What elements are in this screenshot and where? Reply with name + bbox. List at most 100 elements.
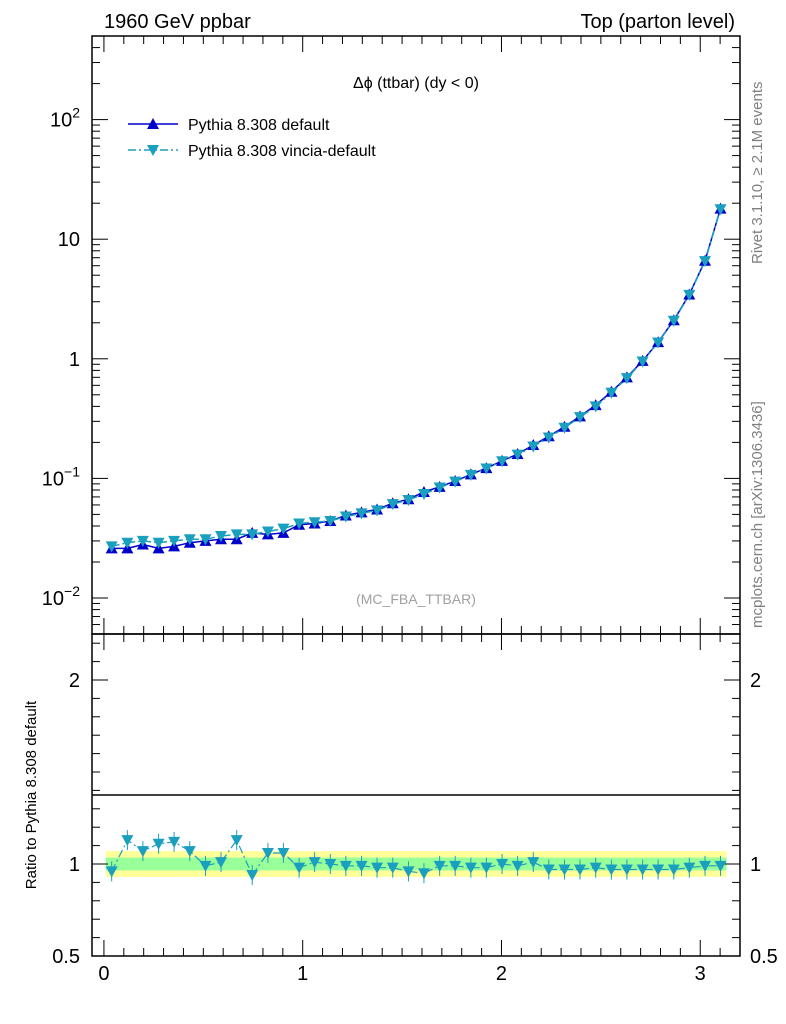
ratio-ytick-label-left: 1 [69, 854, 80, 876]
ratio-point [652, 864, 665, 876]
ratio-point [246, 870, 259, 882]
main-point-1 [277, 523, 290, 535]
main-title: Δϕ (ttbar) (dy < 0) [353, 75, 479, 92]
ratio-frame [91, 633, 741, 957]
ratio-point [261, 847, 274, 859]
ratio-point [433, 860, 446, 872]
legend-label-default: Pythia 8.308 default [188, 117, 330, 134]
main-point-1 [589, 401, 602, 413]
header-left: 1960 GeV ppbar [104, 11, 251, 33]
main-ytick-label: 10 [58, 229, 80, 251]
ratio-point [183, 846, 196, 858]
main-point-1 [230, 529, 243, 541]
main-point-1 [261, 526, 274, 538]
ratio-point [277, 847, 290, 859]
main-series-line-1 [111, 208, 722, 548]
main-point-1 [667, 315, 680, 327]
main-ytick-label: 10−1 [42, 463, 80, 490]
main-ytick-label: 1 [69, 349, 80, 371]
ratio-xtick-label: 3 [695, 963, 706, 985]
main-point-1 [402, 494, 415, 506]
legend-label-vincia: Pythia 8.308 vincia-default [188, 143, 376, 160]
main-point-1 [183, 534, 196, 546]
ratio-ylabel: Ratio to Pythia 8.308 default [23, 700, 40, 889]
ratio-point [199, 860, 212, 872]
main-point-1 [199, 534, 212, 546]
ratio-point [417, 868, 430, 880]
main-point-1 [152, 537, 165, 549]
ratio-point [121, 835, 134, 847]
main-point-1 [511, 449, 524, 461]
ratio-point [152, 838, 165, 850]
ratio-point [293, 862, 306, 874]
ratio-point [308, 857, 321, 869]
main-point-1 [464, 469, 477, 481]
ratio-point [527, 857, 540, 869]
ratio-point [496, 859, 509, 870]
analysis-tag: (MC_FBA_TTBAR) [356, 591, 476, 607]
main-point-1 [168, 535, 181, 547]
main-point-1 [308, 517, 321, 529]
main-point-1 [355, 508, 368, 520]
ratio-ytick-label-right: 1 [750, 854, 761, 876]
ratio-point [589, 862, 602, 874]
ratio-point [339, 860, 352, 872]
main-point-1 [573, 412, 586, 424]
ratio-series-line [111, 838, 721, 877]
ratio-ytick-label-right: 0.5 [750, 946, 778, 968]
ratio-xtick-label: 1 [297, 963, 308, 985]
main-point-1 [433, 482, 446, 494]
main-point-1 [417, 489, 430, 501]
ratio-point [168, 836, 181, 848]
main-point-1 [558, 422, 571, 434]
main-point-1 [339, 511, 352, 523]
main-point-1 [105, 541, 118, 553]
main-point-1 [371, 505, 384, 517]
main-point-1 [714, 204, 727, 216]
ratio-point [230, 835, 243, 847]
ratio-point [542, 864, 555, 876]
main-point-1 [652, 337, 665, 349]
ratio-point [636, 864, 649, 876]
ratio-ytick-label-right: 2 [750, 670, 761, 692]
ratio-point [667, 864, 680, 876]
main-point-1 [136, 535, 149, 547]
main-point-1 [636, 356, 649, 368]
header-right: Top (parton level) [580, 11, 735, 33]
main-point-1 [324, 516, 337, 528]
ratio-point [386, 862, 399, 874]
ratio-point [511, 860, 524, 872]
main-ytick-label: 102 [50, 105, 80, 132]
ratio-point [464, 862, 477, 874]
rivet-label: Rivet 3.1.10, ≥ 2.1M events [749, 82, 766, 265]
main-point-1 [620, 373, 633, 385]
main-point-1 [293, 518, 306, 530]
ratio-point [573, 864, 586, 876]
main-point-1 [699, 256, 712, 268]
ratio-point [480, 862, 493, 874]
ratio-point [324, 859, 337, 870]
main-point-1 [246, 529, 259, 541]
ratio-panel: 0.5 0.5 1 1 2 2 0 1 2 3 Ratio to Pythia 8.308 de… [23, 633, 778, 985]
ratio-point [558, 864, 571, 876]
ratio-point [714, 860, 727, 872]
main-ytick-label: 10−2 [42, 583, 80, 610]
ratio-ytick-label-left: 2 [69, 670, 80, 692]
mcplots-label: mcplots.cern.ch [arXiv:1306.3436] [749, 401, 766, 628]
ratio-point [105, 866, 118, 878]
ratio-point [699, 860, 712, 872]
ratio-point [355, 860, 368, 872]
main-point-1 [683, 289, 696, 301]
main-point-1 [215, 530, 228, 542]
main-point-1 [605, 387, 618, 399]
ratio-point [605, 864, 618, 876]
ratio-point [449, 860, 462, 872]
ratio-point [402, 866, 415, 878]
ratio-point [683, 862, 696, 874]
main-point-1 [480, 463, 493, 475]
legend-marker-vincia [147, 145, 159, 156]
main-point-1 [121, 537, 134, 549]
ratio-point [371, 862, 384, 874]
main-panel: 10−2 10−1 1 10 102 Δϕ (ttbar) (dy < 0) (MC_F… [42, 35, 741, 635]
